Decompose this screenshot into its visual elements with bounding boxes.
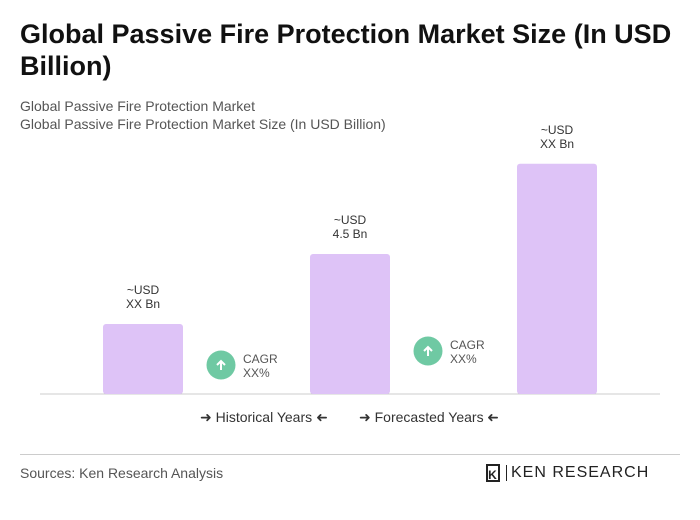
data-label: ~USD: [541, 123, 574, 137]
logo-icon: K: [486, 464, 500, 482]
data-label: ~USD: [127, 283, 160, 297]
logo-text: KEN RESEARCH: [511, 464, 650, 481]
cagr-label: XX%: [450, 352, 477, 366]
legend-historical: ➜ Historical Years ➜: [200, 409, 328, 425]
data-label: XX Bn: [126, 297, 160, 311]
data-label: XX Bn: [540, 137, 574, 151]
legend-forecasted: ➜ Forecasted Years ➜: [359, 409, 500, 425]
bar: [517, 163, 597, 394]
data-label: ~USD: [334, 213, 367, 227]
bar: [310, 254, 390, 394]
divider: [20, 454, 680, 455]
legend-forecasted-label: Forecasted Years: [374, 409, 484, 425]
cagr-label: XX%: [243, 366, 270, 380]
ken-research-logo: K KEN RESEARCH: [486, 464, 649, 482]
bar: [103, 324, 183, 394]
subtitle-2: Global Passive Fire Protection Market Si…: [20, 116, 386, 132]
chart-title: Global Passive Fire Protection Market Si…: [20, 19, 672, 81]
subtitle: Global Passive Fire Protection Market: [20, 98, 255, 114]
data-label: 4.5 Bn: [333, 227, 368, 241]
sources: Sources: Ken Research Analysis: [20, 465, 224, 481]
legend-historical-label: Historical Years: [215, 409, 313, 425]
cagr-label: CAGR: [243, 352, 278, 366]
cagr-label: CAGR: [450, 338, 485, 352]
